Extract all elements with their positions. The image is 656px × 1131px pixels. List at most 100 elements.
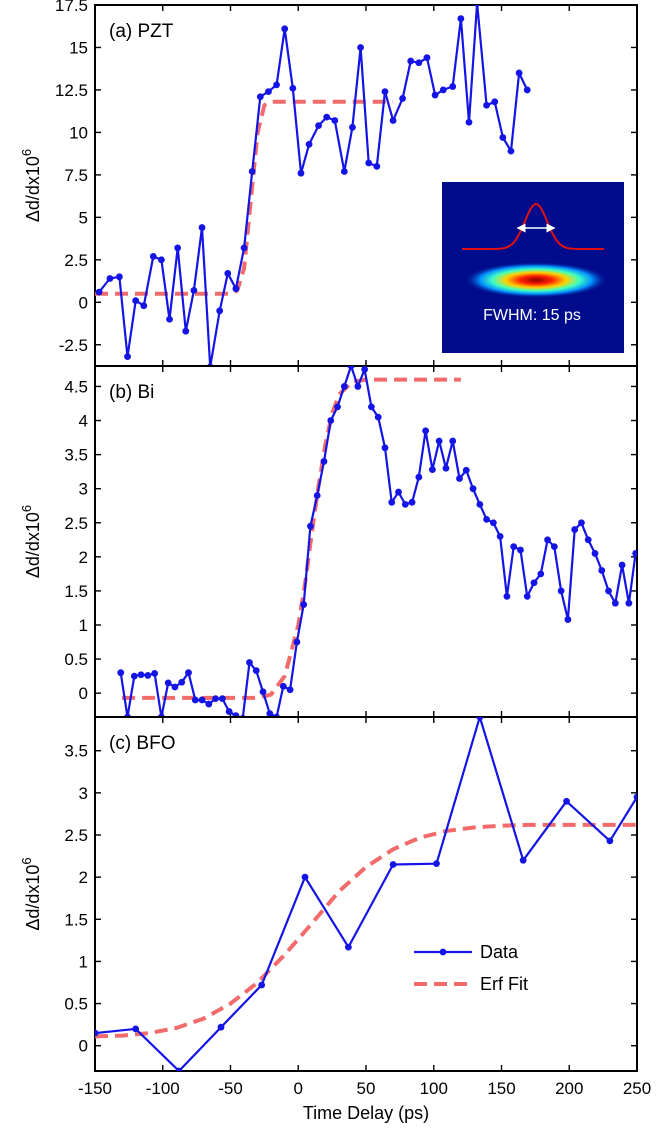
data-point — [374, 413, 382, 421]
x-axis-title: Time Delay (ps) — [303, 1103, 429, 1123]
legend-fit-label: Erf Fit — [480, 974, 528, 994]
data-point — [224, 270, 232, 277]
data-point — [435, 437, 443, 445]
data-point — [357, 44, 364, 51]
y-axis-title: Δd/dx106 — [19, 149, 43, 222]
x-tick-label: 150 — [487, 1079, 515, 1098]
panel-label: (b) Bi — [109, 382, 154, 403]
data-point — [449, 83, 457, 90]
data-point — [174, 244, 182, 252]
data-point — [246, 659, 253, 666]
y-axis-title-exponent: 6 — [19, 857, 34, 864]
data-point — [611, 599, 619, 607]
data-point — [449, 437, 457, 445]
data-point — [117, 669, 125, 677]
data-point — [389, 861, 397, 868]
panel-label: (a) PZT — [109, 21, 174, 42]
data-point — [239, 714, 246, 717]
data-point — [293, 638, 301, 646]
data-point — [456, 475, 463, 482]
y-tick-label: 2 — [79, 548, 88, 567]
y-tick-label: 3 — [79, 784, 88, 803]
data-point — [334, 403, 341, 411]
data-point — [258, 981, 266, 989]
y-axis-title: Δd/dx106 — [19, 857, 43, 930]
y-tick-label: 2.5 — [64, 514, 88, 533]
data-point — [368, 403, 375, 411]
data-point — [106, 275, 114, 282]
data-point — [185, 669, 192, 677]
data-point — [232, 712, 240, 717]
data-point — [415, 473, 423, 481]
data-point — [218, 695, 226, 702]
data-point — [297, 169, 305, 177]
data-point — [462, 466, 470, 474]
plot-area — [95, 717, 637, 1071]
data-point — [300, 601, 308, 608]
data-point — [491, 98, 499, 106]
data-point — [503, 592, 511, 600]
data-point — [625, 599, 633, 607]
legend-data-marker — [439, 948, 447, 956]
plot-area — [117, 366, 637, 717]
data-point — [564, 616, 572, 623]
data-point — [313, 492, 321, 499]
data-point — [408, 498, 416, 506]
y-axis-title-main: Δd/dx10 — [23, 865, 43, 931]
data-point — [361, 366, 369, 373]
data-point — [137, 671, 145, 679]
data-point — [469, 485, 477, 493]
data-point — [507, 147, 515, 155]
y-axis-title-main: Δd/dx10 — [23, 156, 43, 222]
data-point — [476, 500, 484, 508]
inset-gaussian-curve — [462, 203, 604, 250]
data-point — [578, 519, 585, 527]
y-tick-label: 17.5 — [55, 0, 88, 15]
x-tick-label: 50 — [357, 1079, 376, 1098]
legend-data-label: Data — [480, 942, 519, 962]
data-point — [301, 873, 309, 881]
data-point — [248, 168, 256, 175]
inset-beam-spot — [464, 262, 608, 298]
data-point — [598, 567, 606, 574]
data-point — [164, 679, 172, 687]
data-point — [124, 353, 131, 361]
data-point — [205, 700, 213, 708]
data-point — [256, 93, 264, 101]
data-point — [515, 69, 523, 77]
x-tick-label: -50 — [218, 1079, 243, 1098]
y-tick-label: 1 — [79, 616, 88, 635]
data-point — [289, 84, 297, 92]
panel-c: 0 0.5 1 1.5 2 2.5 3 3.5 Δd/dx106 (c) BFO Data Erf F… — [19, 716, 638, 1072]
data-point — [252, 667, 260, 675]
data-point — [407, 57, 415, 65]
data-point — [476, 717, 484, 721]
data-point — [510, 543, 518, 551]
y-tick-label: 2 — [79, 868, 88, 887]
data-point — [605, 587, 612, 595]
data-point — [632, 550, 637, 557]
data-point — [340, 168, 348, 175]
data-point — [389, 117, 397, 124]
y-tick-label: 3.5 — [64, 742, 88, 761]
data-point — [175, 1067, 183, 1071]
data-point — [182, 327, 190, 335]
data-point — [354, 383, 362, 390]
data-point — [517, 546, 524, 554]
data-point — [95, 288, 103, 296]
data-point — [442, 464, 450, 472]
y-tick-label: 3.5 — [64, 446, 88, 465]
data-point — [365, 159, 373, 167]
data-point — [178, 678, 186, 686]
data-point — [544, 536, 551, 544]
legend: Data Erf Fit — [414, 942, 528, 994]
data-point — [523, 592, 531, 600]
data-point — [618, 561, 626, 569]
data-point — [273, 81, 280, 89]
y-tick-label: 0 — [79, 1037, 88, 1056]
y-axis-title-exponent: 6 — [19, 505, 34, 512]
data-point — [132, 297, 140, 304]
data-point — [373, 162, 381, 170]
x-tick-label: 100 — [420, 1079, 448, 1098]
data-point — [584, 536, 592, 544]
